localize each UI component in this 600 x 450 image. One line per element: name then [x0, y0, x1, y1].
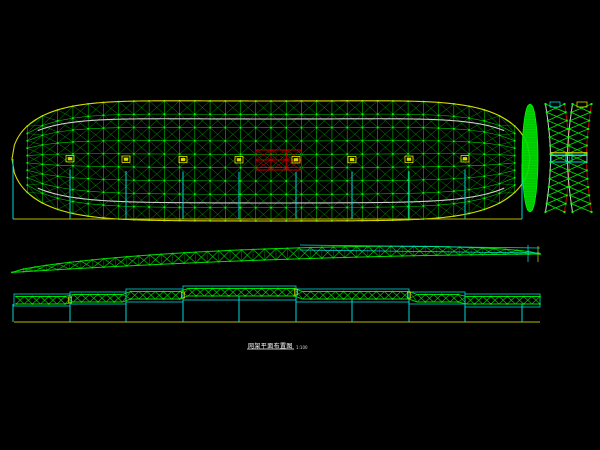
bottom-chord	[11, 253, 541, 273]
drawing-title: 网架平面布置图	[248, 343, 293, 350]
section-detail-right[interactable]	[565, 101, 593, 213]
inner-chord-ring-bottom	[37, 187, 505, 204]
space-frame-nodes	[26, 100, 516, 222]
upper-elevation-outline	[299, 244, 541, 262]
drawing-scale-label: 1:100	[296, 345, 308, 350]
inner-chord-ring-top	[37, 118, 505, 132]
support-node-markers	[65, 155, 470, 164]
section-detail-end[interactable]	[521, 103, 539, 213]
center-bay-highlight	[255, 149, 302, 171]
elevation-upper-view[interactable]	[11, 244, 541, 274]
lower-elevation-columns	[12, 288, 523, 322]
section-detail-left[interactable]	[544, 101, 573, 213]
elevation-lower-view[interactable]	[12, 285, 541, 323]
column-grid-lines	[12, 159, 523, 219]
